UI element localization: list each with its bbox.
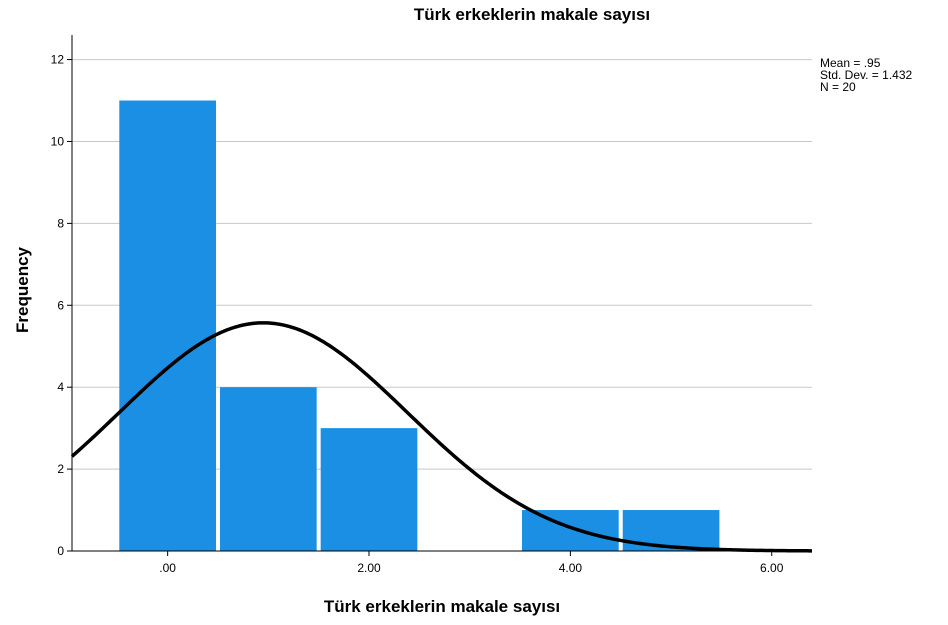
normal-curve-layer (70, 321, 813, 553)
chart-title: Türk erkeklerin makale sayısı (414, 5, 650, 24)
y-tick-label: 0 (57, 544, 64, 558)
stats-mean: Mean = .95 (820, 56, 881, 70)
x-axis-label: Türk erkeklerin makale sayısı (324, 597, 560, 616)
y-tick-label: 12 (51, 53, 65, 67)
stats-n: N = 20 (820, 80, 856, 94)
y-axis-label: Frequency (13, 246, 32, 333)
axes (67, 35, 812, 556)
y-tick-label: 10 (51, 134, 65, 148)
x-tick-label: 4.00 (559, 561, 583, 575)
stats-std-dev: Std. Dev. = 1.432 (820, 68, 912, 82)
y-tick-label: 8 (57, 216, 64, 230)
histogram-bar (219, 387, 317, 551)
x-tick-label: 2.00 (357, 561, 381, 575)
y-tick-label: 2 (57, 462, 64, 476)
normal-curve (70, 321, 813, 553)
histogram-bar (119, 100, 216, 552)
tick-labels: 0 2 4 6 8 10 12 .00 2.00 4.00 6.00 (51, 53, 784, 575)
stats-legend: Mean = .95 Std. Dev. = 1.432 N = 20 (820, 56, 912, 94)
histogram-bar (522, 510, 619, 551)
y-tick-label: 6 (57, 298, 64, 312)
histogram-bar (320, 428, 418, 551)
x-tick-label: 6.00 (760, 561, 784, 575)
histogram-bars (119, 100, 720, 552)
x-tick-label: .00 (159, 561, 176, 575)
y-tick-label: 4 (57, 380, 64, 394)
